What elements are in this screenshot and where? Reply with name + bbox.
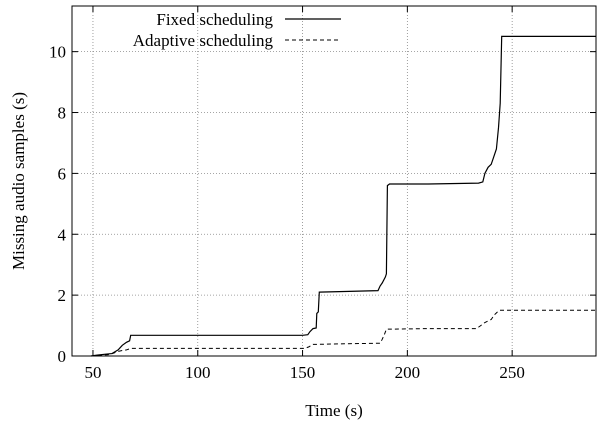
x-axis-label: Time (s) bbox=[305, 401, 362, 420]
grid bbox=[72, 6, 596, 356]
x-tick-label: 250 bbox=[499, 363, 525, 382]
x-tick-label: 50 bbox=[84, 363, 101, 382]
series-layer bbox=[90, 35, 596, 357]
x-tick-label: 100 bbox=[185, 363, 211, 382]
plot-frame bbox=[71, 5, 597, 357]
y-tick-label: 0 bbox=[58, 347, 67, 366]
y-tick-label: 6 bbox=[58, 164, 67, 183]
y-tick-label: 10 bbox=[49, 43, 66, 62]
y-tick-label: 4 bbox=[58, 225, 67, 244]
y-tick-label: 2 bbox=[58, 286, 67, 305]
axis-ticks: 50 100 150 200 250 0 2 4 6 8 10 bbox=[49, 6, 596, 382]
x-tick-label: 150 bbox=[290, 363, 316, 382]
x-tick-label: 200 bbox=[395, 363, 421, 382]
series-line-adaptive-scheduling bbox=[90, 309, 596, 357]
legend-label-adaptive-scheduling: Adaptive scheduling bbox=[133, 31, 274, 50]
y-tick-label: 8 bbox=[58, 104, 67, 123]
y-axis-label: Missing audio samples (s) bbox=[9, 92, 28, 270]
series-line-fixed-scheduling bbox=[90, 35, 596, 357]
legend-label-fixed-scheduling: Fixed scheduling bbox=[156, 10, 273, 29]
legend: Fixed scheduling Adaptive scheduling bbox=[133, 10, 341, 50]
